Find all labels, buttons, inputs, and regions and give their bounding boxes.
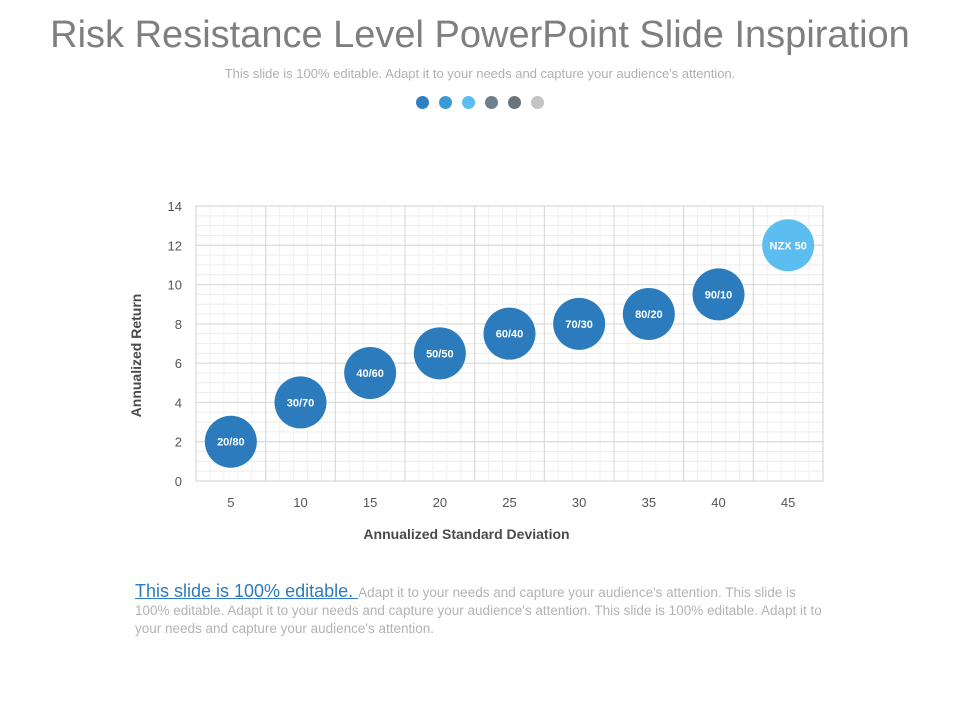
- data-point-bubble: [274, 376, 327, 429]
- decorative-dot: [439, 96, 452, 109]
- data-point-bubble: [483, 307, 536, 360]
- y-tick-label: 4: [175, 395, 182, 410]
- y-axis-title: Annualized Return: [128, 294, 144, 418]
- data-point-bubble: [553, 297, 606, 350]
- slide-title: Risk Resistance Level PowerPoint Slide I…: [50, 14, 910, 56]
- decorative-dots: [0, 96, 960, 110]
- data-point-bubble: [762, 219, 815, 272]
- data-point-label: 70/30: [565, 319, 593, 331]
- data-point-label: 60/40: [496, 329, 524, 341]
- data-point-bubble: [413, 327, 466, 380]
- data-point-label: 20/80: [217, 437, 245, 449]
- data-point-label: 80/20: [635, 309, 663, 321]
- decorative-dot: [462, 96, 475, 109]
- x-tick-label: 20: [433, 495, 447, 510]
- y-tick-label: 12: [168, 238, 182, 253]
- x-tick-label: 5: [227, 495, 234, 510]
- decorative-dot: [508, 96, 521, 109]
- footer-lead-link[interactable]: This slide is 100% editable.: [135, 581, 359, 601]
- y-tick-label: 14: [168, 199, 182, 214]
- slide-subtitle: This slide is 100% editable. Adapt it to…: [224, 66, 736, 81]
- x-axis-title: Annualized Standard Deviation: [363, 526, 569, 542]
- data-point-bubble: [692, 268, 745, 321]
- x-tick-label: 25: [502, 495, 516, 510]
- decorative-dot: [485, 96, 498, 109]
- y-tick-label: 2: [175, 435, 182, 450]
- data-point-label: 90/10: [705, 289, 733, 301]
- y-tick-label: 10: [168, 278, 182, 293]
- data-point-label: 40/60: [356, 368, 384, 380]
- footer-body: Adapt it to your needs and capture your …: [135, 585, 822, 636]
- data-point-bubble: [622, 288, 675, 341]
- plot-area-border: [195, 205, 824, 482]
- data-point-bubble: [204, 415, 257, 468]
- y-tick-label: 6: [175, 356, 182, 371]
- data-point-label: NZX 50: [770, 240, 807, 252]
- decorative-dot: [531, 96, 544, 109]
- data-point-bubble: [344, 346, 397, 399]
- data-point-label: 30/70: [287, 397, 315, 409]
- x-tick-label: 10: [293, 495, 307, 510]
- x-tick-label: 35: [642, 495, 656, 510]
- decorative-dot: [416, 96, 429, 109]
- footer-text: This slide is 100% editable. Adapt it to…: [135, 582, 830, 638]
- x-tick-label: 40: [711, 495, 725, 510]
- x-tick-label: 30: [572, 495, 586, 510]
- y-tick-label: 8: [175, 317, 182, 332]
- y-tick-label: 0: [175, 474, 182, 489]
- data-point-label: 50/50: [426, 348, 454, 360]
- x-tick-label: 45: [781, 495, 795, 510]
- x-tick-label: 15: [363, 495, 377, 510]
